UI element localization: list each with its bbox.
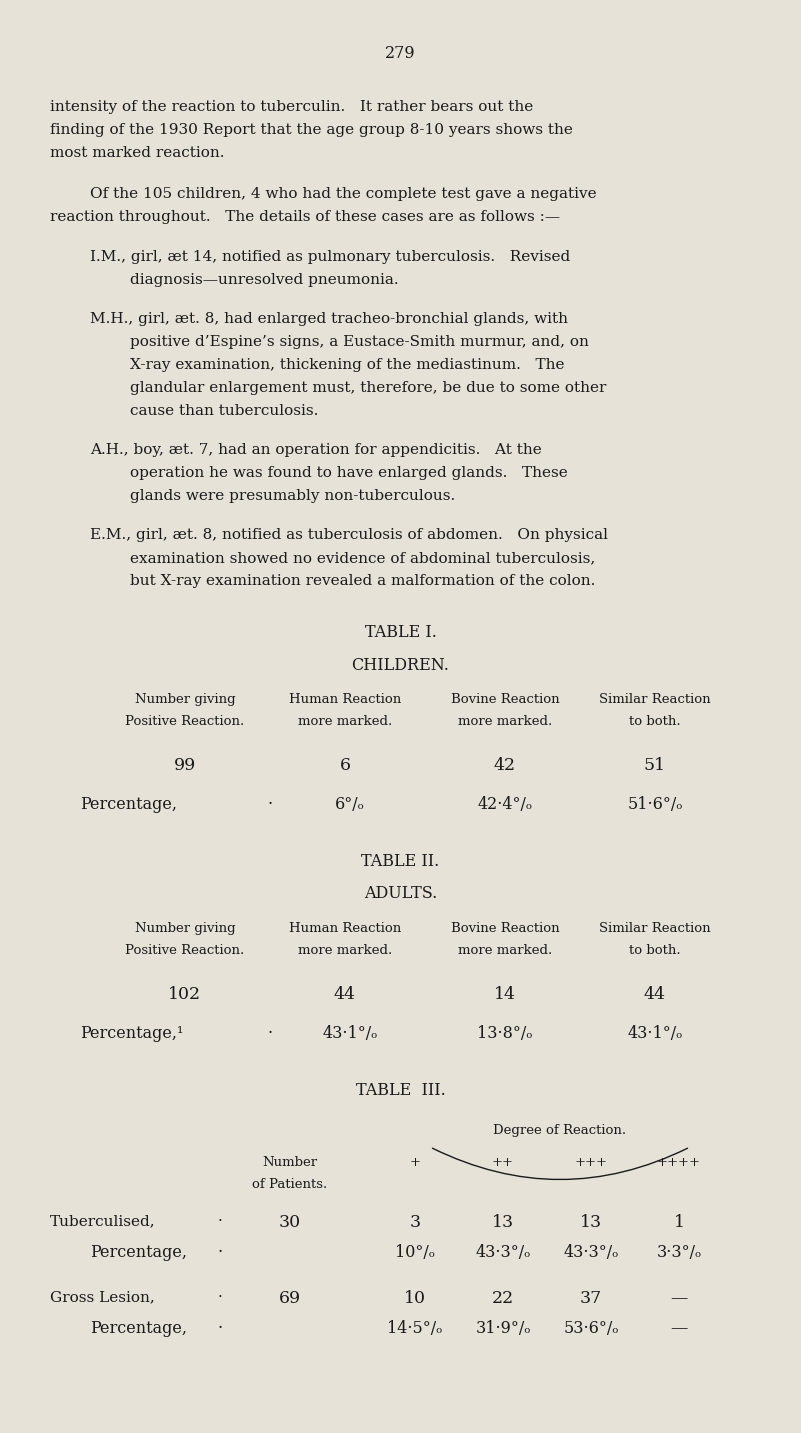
Text: 13·8°/ₒ: 13·8°/ₒ	[477, 1025, 533, 1042]
Text: more marked.: more marked.	[298, 944, 392, 957]
Text: 43·3°/ₒ: 43·3°/ₒ	[475, 1244, 530, 1261]
Text: Tuberculised,: Tuberculised,	[50, 1214, 155, 1228]
Text: E.M., girl, æt. 8, notified as tuberculosis of abdomen.   On physical: E.M., girl, æt. 8, notified as tuberculo…	[90, 527, 608, 542]
Text: —: —	[670, 1290, 688, 1307]
Text: M.H., girl, æt. 8, had enlarged tracheo-bronchial glands, with: M.H., girl, æt. 8, had enlarged tracheo-…	[90, 311, 568, 325]
Text: 43·3°/ₒ: 43·3°/ₒ	[563, 1244, 618, 1261]
Text: Positive Reaction.: Positive Reaction.	[126, 944, 244, 957]
Text: ·: ·	[268, 795, 272, 813]
Text: 3: 3	[409, 1214, 421, 1231]
Text: Gross Lesion,: Gross Lesion,	[50, 1290, 155, 1304]
Text: ++: ++	[492, 1155, 514, 1169]
Text: operation he was found to have enlarged glands.   These: operation he was found to have enlarged …	[130, 466, 568, 480]
Text: 37: 37	[580, 1290, 602, 1307]
Text: +++: +++	[574, 1155, 607, 1169]
Text: most marked reaction.: most marked reaction.	[50, 146, 224, 160]
Text: glands were presumably non-tuberculous.: glands were presumably non-tuberculous.	[130, 489, 455, 503]
Text: glandular enlargement must, therefore, be due to some other: glandular enlargement must, therefore, b…	[130, 381, 606, 394]
Text: diagnosis—unresolved pneumonia.: diagnosis—unresolved pneumonia.	[130, 272, 399, 287]
Text: 43·1°/ₒ: 43·1°/ₒ	[627, 1025, 682, 1042]
Text: but X-ray examination revealed a malformation of the colon.: but X-ray examination revealed a malform…	[130, 573, 595, 588]
Text: finding of the 1930 Report that the age group 8-10 years shows the: finding of the 1930 Report that the age …	[50, 123, 573, 138]
Text: 99: 99	[174, 757, 196, 774]
Text: Human Reaction: Human Reaction	[289, 694, 401, 706]
Text: to both.: to both.	[630, 715, 681, 728]
Text: —: —	[670, 1320, 688, 1337]
Text: I.M., girl, æt 14, notified as pulmonary tuberculosis.   Revised: I.M., girl, æt 14, notified as pulmonary…	[90, 249, 570, 264]
Text: 14·5°/ₒ: 14·5°/ₒ	[388, 1320, 443, 1337]
Text: Positive Reaction.: Positive Reaction.	[126, 715, 244, 728]
Text: more marked.: more marked.	[458, 715, 552, 728]
Text: 6°/ₒ: 6°/ₒ	[335, 795, 365, 813]
Text: 6: 6	[340, 757, 351, 774]
Text: A.H., boy, æt. 7, had an operation for appendicitis.   At the: A.H., boy, æt. 7, had an operation for a…	[90, 443, 541, 457]
Text: Number giving: Number giving	[135, 923, 235, 936]
Text: 14: 14	[494, 986, 516, 1003]
Text: X-ray examination, thickening of the mediastinum.   The: X-ray examination, thickening of the med…	[130, 358, 565, 371]
Text: Degree of Reaction.: Degree of Reaction.	[493, 1123, 626, 1136]
Text: 43·1°/ₒ: 43·1°/ₒ	[322, 1025, 377, 1042]
Text: 53·6°/ₒ: 53·6°/ₒ	[563, 1320, 618, 1337]
Text: to both.: to both.	[630, 944, 681, 957]
Text: ·: ·	[217, 1320, 223, 1337]
Text: 1: 1	[674, 1214, 685, 1231]
Text: ·: ·	[218, 1290, 223, 1304]
Text: Similar Reaction: Similar Reaction	[599, 923, 710, 936]
Text: 31·9°/ₒ: 31·9°/ₒ	[475, 1320, 531, 1337]
Text: 279: 279	[385, 44, 416, 62]
Text: Percentage,: Percentage,	[80, 795, 177, 813]
Text: 42·4°/ₒ: 42·4°/ₒ	[477, 795, 533, 813]
Text: Number: Number	[263, 1155, 317, 1169]
Text: 44: 44	[644, 986, 666, 1003]
Text: CHILDREN.: CHILDREN.	[352, 656, 449, 674]
Text: 3·3°/ₒ: 3·3°/ₒ	[657, 1244, 702, 1261]
Text: 51: 51	[644, 757, 666, 774]
Text: Number giving: Number giving	[135, 694, 235, 706]
Text: more marked.: more marked.	[298, 715, 392, 728]
Text: ·: ·	[217, 1244, 223, 1261]
Text: 102: 102	[168, 986, 202, 1003]
Text: ++++: ++++	[657, 1155, 701, 1169]
Text: ·: ·	[218, 1214, 223, 1228]
Text: cause than tuberculosis.: cause than tuberculosis.	[130, 404, 318, 417]
Text: Of the 105 children, 4 who had the complete test gave a negative: Of the 105 children, 4 who had the compl…	[90, 188, 597, 202]
Text: Bovine Reaction: Bovine Reaction	[451, 694, 559, 706]
Text: reaction throughout.   The details of these cases are as follows :—: reaction throughout. The details of thes…	[50, 211, 560, 225]
Text: positive d’Espine’s signs, a Eustace-Smith murmur, and, on: positive d’Espine’s signs, a Eustace-Smi…	[130, 334, 589, 348]
Text: ·: ·	[268, 1025, 272, 1042]
Text: 10°/ₒ: 10°/ₒ	[395, 1244, 435, 1261]
Text: TABLE I.: TABLE I.	[364, 625, 437, 642]
Text: Bovine Reaction: Bovine Reaction	[451, 923, 559, 936]
Text: Percentage,: Percentage,	[90, 1320, 187, 1337]
Text: TABLE  III.: TABLE III.	[356, 1082, 445, 1099]
Text: of Patients.: of Patients.	[252, 1178, 328, 1191]
Text: intensity of the reaction to tuberculin.   It rather bears out the: intensity of the reaction to tuberculin.…	[50, 100, 533, 115]
Text: 42: 42	[494, 757, 516, 774]
Text: examination showed no evidence of abdominal tuberculosis,: examination showed no evidence of abdomi…	[130, 550, 595, 565]
Text: 13: 13	[492, 1214, 514, 1231]
Text: more marked.: more marked.	[458, 944, 552, 957]
Text: Human Reaction: Human Reaction	[289, 923, 401, 936]
Text: 22: 22	[492, 1290, 514, 1307]
Text: 69: 69	[279, 1290, 301, 1307]
Text: Percentage,¹: Percentage,¹	[80, 1025, 183, 1042]
Text: 51·6°/ₒ: 51·6°/ₒ	[627, 795, 682, 813]
Text: 44: 44	[334, 986, 356, 1003]
Text: 13: 13	[580, 1214, 602, 1231]
Text: ADULTS.: ADULTS.	[364, 886, 437, 903]
Text: 30: 30	[279, 1214, 301, 1231]
Text: Similar Reaction: Similar Reaction	[599, 694, 710, 706]
Text: TABLE II.: TABLE II.	[361, 853, 440, 870]
Text: 10: 10	[404, 1290, 426, 1307]
Text: Percentage,: Percentage,	[90, 1244, 187, 1261]
Text: +: +	[409, 1155, 421, 1169]
